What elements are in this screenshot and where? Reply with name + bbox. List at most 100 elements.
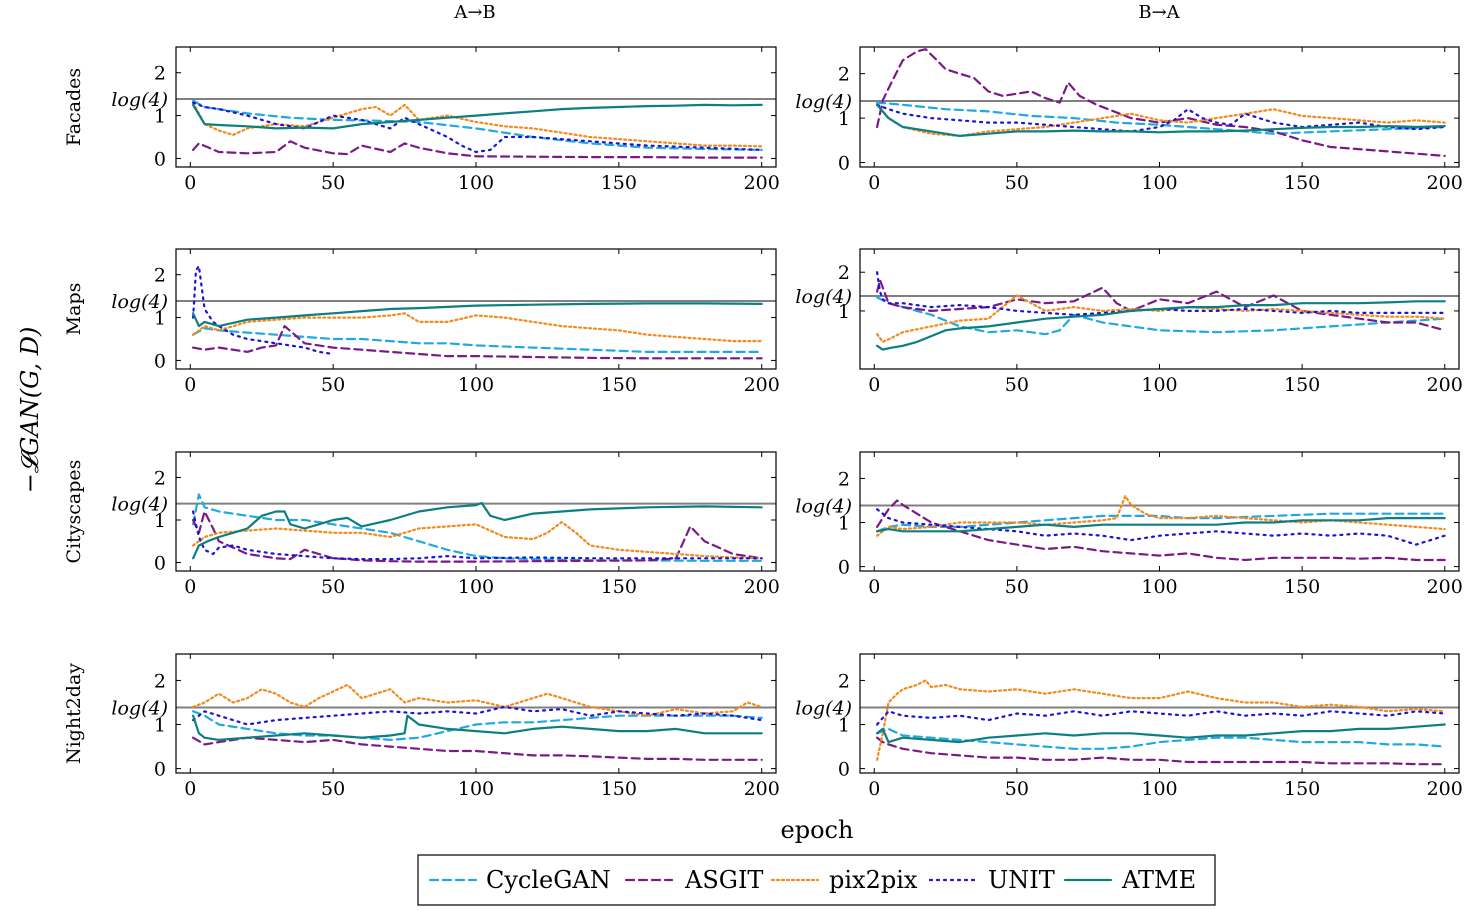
series-unit	[876, 271, 1446, 316]
panel-night2day-b-to-a: 0 50 100 150 200 0 1 2 log(4)	[795, 653, 1463, 800]
x-tick-label: 150	[1284, 374, 1320, 396]
series-pix2pix	[192, 683, 763, 717]
x-tick-label: 0	[868, 374, 880, 396]
y-tick-label: 2	[838, 64, 850, 86]
y-tick-label: 2	[154, 63, 166, 85]
x-tick-label: 150	[601, 374, 637, 396]
x-tick-label: 200	[1427, 172, 1463, 194]
y-tick-label: 0	[838, 557, 850, 579]
x-tick-label: 200	[1427, 374, 1463, 396]
legend-label: CycleGAN	[486, 866, 611, 894]
series-pix2pix	[192, 312, 763, 343]
y-tick-label: 2	[838, 468, 850, 490]
y-tick-label: 0	[154, 148, 166, 170]
x-tick-label: 50	[1005, 172, 1029, 194]
row-label-night2day: Night2day	[63, 663, 85, 764]
y-tick-label: 2	[154, 670, 166, 692]
x-tick-label: 50	[321, 778, 345, 800]
x-tick-label: 0	[868, 576, 880, 598]
series-atme	[876, 723, 1446, 744]
x-tick-label: 100	[458, 778, 494, 800]
series-atme	[192, 714, 763, 741]
row-label-cityscapes: Cityscapes	[63, 460, 85, 564]
y-tick-label: 1	[154, 106, 166, 128]
x-tick-label: 200	[1427, 778, 1463, 800]
series-unit	[876, 508, 1446, 546]
y-tick-label: 0	[154, 759, 166, 781]
reference-label: log(4)	[795, 698, 852, 720]
legend-label: ATME	[1121, 866, 1196, 894]
x-tick-label: 100	[458, 576, 494, 598]
x-tick-label: 50	[321, 576, 345, 598]
legend: CycleGAN ASGIT pix2pix UNIT ATME	[417, 854, 1216, 906]
y-tick-label: 1	[154, 715, 166, 737]
series-asgit	[192, 510, 763, 563]
series-pix2pix	[876, 103, 1446, 137]
x-tick-label: 50	[321, 374, 345, 396]
x-tick-label: 50	[1005, 778, 1029, 800]
panel-frame	[859, 451, 1460, 572]
series-asgit	[876, 278, 1446, 332]
x-tick-label: 0	[868, 172, 880, 194]
y-tick-label: 2	[838, 262, 850, 284]
y-tick-label: 1	[838, 301, 850, 323]
reference-label: log(4)	[795, 496, 852, 518]
panel-night2day-a-to-b: 0 50 100 150 200 0 1 2 log(4) Night2day	[63, 653, 780, 800]
series-cyclegan	[876, 512, 1446, 533]
y-tick-label: 1	[838, 513, 850, 535]
series-asgit	[192, 325, 763, 360]
x-tick-label: 200	[1427, 576, 1463, 598]
x-tick-label: 0	[184, 778, 196, 800]
panel-facades-a-to-b: 0 50 100 150 200 0 1 2 log(4) Facades	[63, 46, 780, 194]
reference-label: log(4)	[111, 89, 168, 111]
series-unit	[192, 705, 763, 726]
series-asgit	[876, 48, 1446, 157]
x-tick-label: 200	[744, 172, 780, 194]
x-tick-label: 200	[744, 576, 780, 598]
series-atme	[876, 517, 1446, 533]
series-atme	[192, 501, 763, 560]
y-tick-label: 2	[838, 670, 850, 692]
x-tick-label: 200	[744, 778, 780, 800]
series-unit	[876, 103, 1446, 133]
series-asgit	[876, 499, 1446, 562]
x-tick-label: 100	[1141, 778, 1177, 800]
series-cyclegan	[876, 101, 1446, 135]
legend-entry-cyclegan: CycleGAN	[428, 866, 611, 894]
x-tick-label: 100	[1141, 576, 1177, 598]
y-tick-label: 0	[154, 553, 166, 575]
x-tick-label: 150	[1284, 576, 1320, 598]
x-tick-label: 100	[458, 374, 494, 396]
panel-facades-b-to-a: 0 50 100 150 200 0 1 2 log(4)	[795, 46, 1463, 194]
x-tick-label: 150	[601, 172, 637, 194]
legend-label: pix2pix	[829, 866, 918, 894]
legend-entry-pix2pix: pix2pix	[770, 866, 918, 894]
y-axis-label: −𝓛GAN(G, D)	[16, 327, 44, 494]
row-label-facades: Facades	[63, 68, 85, 146]
series-cyclegan	[876, 296, 1446, 336]
series-unit	[876, 710, 1446, 726]
x-tick-label: 0	[868, 778, 880, 800]
series-unit	[192, 510, 763, 561]
reference-label: log(4)	[111, 291, 168, 313]
reference-label: log(4)	[795, 286, 852, 308]
x-tick-label: 0	[184, 374, 196, 396]
legend-label: ASGIT	[684, 866, 763, 894]
reference-label: log(4)	[111, 698, 168, 720]
y-tick-label: 2	[154, 265, 166, 287]
series-asgit	[192, 140, 763, 159]
panel-cityscapes-a-to-b: 0 50 100 150 200 0 1 2 log(4) Cityscapes	[63, 451, 780, 598]
legend-entry-atme: ATME	[1063, 866, 1196, 894]
column-title-a-to-b: A→B	[453, 2, 495, 23]
panel-frame	[859, 653, 1460, 774]
y-tick-label: 2	[154, 468, 166, 490]
series-cyclegan	[876, 727, 1446, 750]
column-title-b-to-a: B→A	[1138, 2, 1180, 23]
series-pix2pix	[876, 679, 1446, 761]
series-cyclegan	[192, 99, 763, 151]
x-tick-label: 150	[601, 778, 637, 800]
series-atme	[876, 300, 1446, 351]
